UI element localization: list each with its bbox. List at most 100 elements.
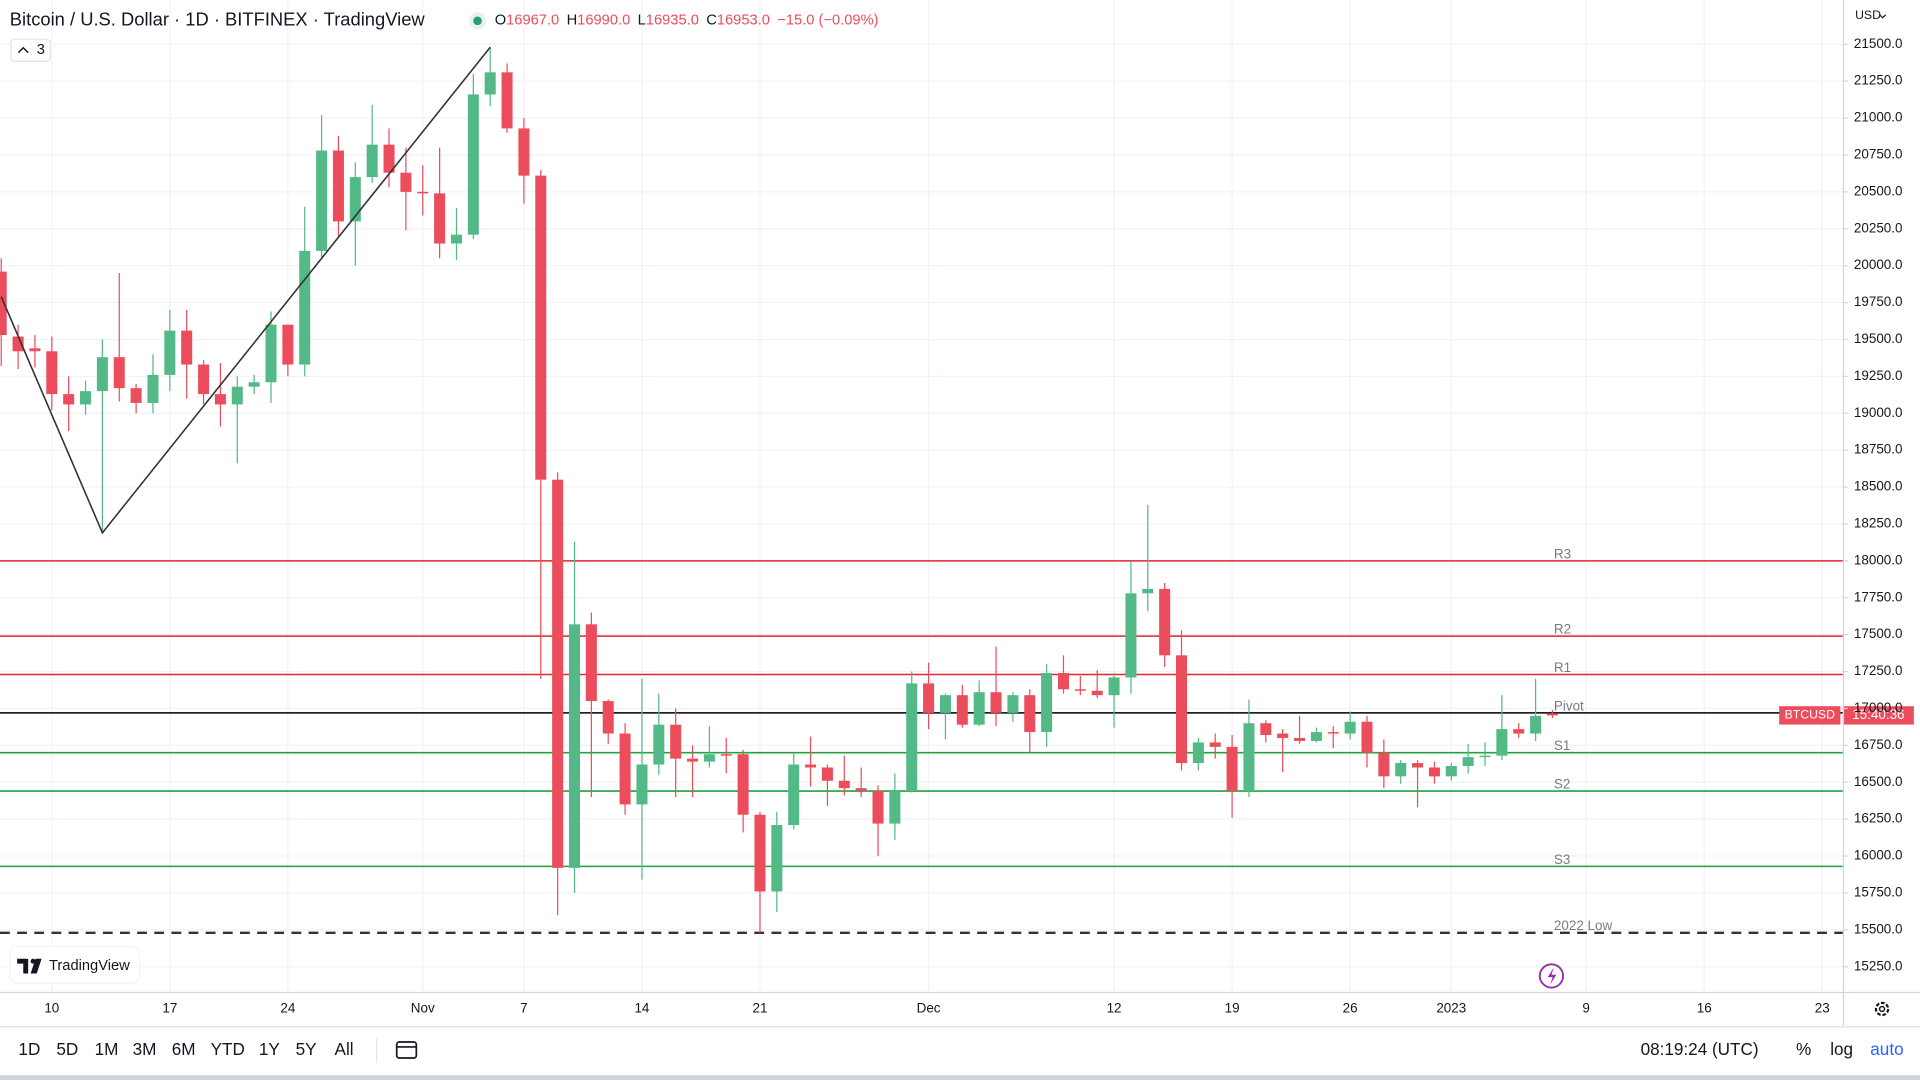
range-button[interactable]: 1D: [18, 1039, 40, 1059]
candle-body: [1091, 690, 1103, 696]
settings-icon: [1878, 1005, 1886, 1013]
level-label: S1: [1554, 738, 1570, 753]
settings-icon[interactable]: [1874, 1001, 1890, 1017]
candle-body: [1344, 721, 1356, 734]
candle-body: [585, 624, 597, 702]
range-button[interactable]: YTD: [211, 1039, 245, 1059]
y-tick-label: 17500.0: [1854, 626, 1903, 641]
countdown-tag: [1842, 706, 1914, 725]
logo-text[interactable]: TradingView: [49, 958, 130, 974]
range-button[interactable]: 1M: [95, 1039, 119, 1059]
x-tick-label: 24: [280, 1001, 295, 1016]
y-tick-label: 18250.0: [1854, 516, 1903, 531]
calendar-icon[interactable]: [395, 1041, 418, 1059]
candle-body: [1378, 752, 1390, 777]
candle-body: [636, 764, 648, 805]
range-button[interactable]: All: [335, 1039, 354, 1059]
candle-body: [771, 825, 783, 892]
candle-body: [1226, 746, 1238, 792]
ohlc-change: −15.0 (−0.09%): [777, 13, 878, 29]
y-tick-label: 20500.0: [1854, 183, 1903, 198]
y-tick-label: 18500.0: [1854, 479, 1903, 494]
candle-body: [923, 683, 935, 713]
y-axis: 15250.0 15500.0 15750.0 16000.0 16250.0 16500…: [1842, 36, 1903, 973]
ohlc-value: 16953.0: [717, 13, 770, 29]
y-tick-label: 18000.0: [1854, 552, 1903, 567]
dropdown-icon: [1879, 14, 1887, 19]
y-tick-label: 17000.0: [1854, 700, 1903, 715]
candle-body: [282, 324, 294, 365]
candle-body: [1294, 737, 1306, 741]
candle-body: [248, 382, 260, 387]
candle-body: [1074, 689, 1086, 691]
candle-body: [754, 814, 766, 892]
y-tick-label: 19000.0: [1854, 405, 1903, 420]
x-tick-label: 10: [44, 1001, 59, 1016]
candle-body: [1462, 757, 1474, 767]
currency-label[interactable]: USD: [1855, 8, 1881, 22]
percent-toggle[interactable]: %: [1796, 1039, 1811, 1059]
candle-body: [602, 701, 614, 734]
candle-body: [906, 683, 918, 792]
candle-body: [535, 175, 547, 480]
candle-body: [1260, 723, 1272, 736]
level-label: R2: [1554, 622, 1571, 637]
overlay: BTCUSD 15:40:36: [0, 46, 1914, 725]
candle-body: [434, 193, 446, 244]
indicator-toggle[interactable]: [10, 38, 51, 62]
x-tick-label: 2023: [1436, 1001, 1466, 1016]
range-button[interactable]: 5D: [56, 1039, 78, 1059]
y-tick-label: 17250.0: [1854, 663, 1903, 678]
candle-body: [299, 250, 311, 365]
candle-body: [1530, 715, 1542, 734]
candle-body: [973, 692, 985, 725]
candle-body: [1479, 755, 1491, 758]
candle-body: [805, 764, 817, 768]
auto-toggle[interactable]: auto: [1870, 1039, 1903, 1059]
candle-body: [1041, 673, 1053, 733]
range-button[interactable]: 1Y: [259, 1039, 281, 1059]
candle-body: [1125, 593, 1137, 678]
ohlc-key: C: [706, 13, 717, 29]
candle-body: [383, 144, 395, 173]
candle-body: [1361, 721, 1373, 753]
y-tick-label: 16250.0: [1854, 811, 1903, 826]
x-tick-label: Dec: [917, 1001, 941, 1016]
candle-body: [1176, 655, 1188, 764]
x-tick-label: 17: [162, 1001, 177, 1016]
level-label: Pivot: [1554, 698, 1584, 713]
level-label: 2022 Low: [1554, 918, 1613, 933]
candle-body: [788, 764, 800, 826]
candle-body: [349, 177, 361, 222]
candle-body: [956, 695, 968, 725]
candle-body: [1513, 729, 1525, 734]
x-tick-label: 23: [1815, 1001, 1830, 1016]
candle-body: [164, 330, 176, 375]
y-tick-label: 16000.0: [1854, 848, 1903, 863]
candle-body: [653, 724, 665, 765]
range-button[interactable]: 5Y: [296, 1039, 318, 1059]
range-button[interactable]: 3M: [133, 1039, 157, 1059]
candle-body: [467, 94, 479, 235]
range-button[interactable]: 6M: [172, 1039, 196, 1059]
y-tick-label: 17750.0: [1854, 589, 1903, 604]
candle-body: [1159, 588, 1171, 656]
candle-body: [838, 780, 850, 789]
candle-body: [1142, 588, 1154, 594]
y-tick-label: 21500.0: [1854, 36, 1903, 51]
price-tag: [1779, 706, 1841, 725]
indicator-count[interactable]: 3: [37, 42, 45, 58]
y-tick-label: 15750.0: [1854, 885, 1903, 900]
log-toggle[interactable]: log: [1830, 1039, 1853, 1059]
level-label: R3: [1554, 546, 1571, 561]
candle-body: [552, 479, 564, 868]
x-tick-label: 7: [520, 1001, 527, 1016]
candle-body: [1277, 733, 1289, 738]
clock[interactable]: 08:19:24 (UTC): [1641, 1039, 1759, 1059]
logo-box[interactable]: [9, 945, 141, 984]
candle-body: [1007, 695, 1019, 713]
toolbar: 1D 5D 1M 3M 6M YTD 1Y 5Y All: [18, 1039, 353, 1059]
candle-body: [96, 357, 108, 392]
candle-body: [147, 374, 159, 403]
level-label: S3: [1554, 852, 1570, 867]
